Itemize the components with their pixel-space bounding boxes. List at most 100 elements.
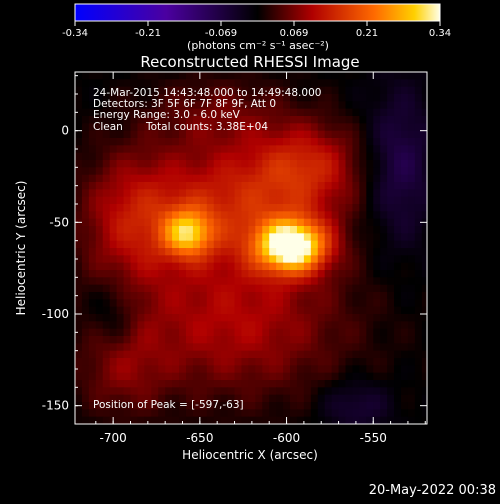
heatmap-cell <box>269 387 277 396</box>
heatmap-cell <box>310 292 319 300</box>
heatmap-cell <box>394 306 402 315</box>
heatmap-cell <box>109 160 118 168</box>
heatmap-cell <box>213 101 222 110</box>
heatmap-cell <box>241 284 249 293</box>
heatmap-cell <box>359 365 367 374</box>
heatmap-cell <box>137 174 145 183</box>
heatmap-cell <box>255 174 263 183</box>
heatmap-cell <box>276 86 284 95</box>
heatmap-cell <box>276 101 284 110</box>
heatmap-cell <box>262 380 270 388</box>
heatmap-cell <box>324 380 333 388</box>
heatmap-cell <box>338 94 347 102</box>
heatmap-cell <box>310 94 319 102</box>
heatmap-cell <box>185 123 194 132</box>
heatmap-cell <box>241 233 249 242</box>
heatmap-cell <box>130 79 139 88</box>
heatmap-cell <box>373 101 381 110</box>
heatmap-cell <box>137 277 145 286</box>
heatmap-cell <box>359 218 367 227</box>
heatmap-cell <box>394 101 402 110</box>
heatmap-cell <box>421 292 427 300</box>
heatmap-cell <box>137 116 145 124</box>
heatmap-cell <box>81 145 90 154</box>
heatmap-cell <box>366 145 374 154</box>
heatmap-cell <box>269 321 277 330</box>
heatmap-cell <box>185 409 194 418</box>
heatmap-cell <box>88 248 97 256</box>
heatmap-cell <box>75 248 83 256</box>
heatmap-cell <box>130 182 139 190</box>
heatmap-cell <box>407 86 416 95</box>
heatmap-cell <box>310 277 319 286</box>
heatmap-cell <box>324 182 333 190</box>
heatmap-cell <box>75 365 83 374</box>
heatmap-cell <box>317 358 326 366</box>
heatmap-cell <box>172 394 180 403</box>
heatmap-cell <box>407 350 416 359</box>
heatmap-cell <box>165 233 173 242</box>
heatmap-cell <box>137 343 145 352</box>
heatmap-cell <box>414 116 423 124</box>
heatmap-cell <box>310 350 319 359</box>
heatmap-cell <box>206 196 215 205</box>
heatmap-cell <box>331 116 340 124</box>
heatmap-cell <box>290 255 298 264</box>
heatmap-cell <box>303 167 312 176</box>
heatmap-cell <box>283 306 291 315</box>
heatmap-cell <box>88 233 97 242</box>
heatmap-cell <box>290 123 298 132</box>
heatmap-cell <box>345 116 354 124</box>
heatmap-cell <box>144 167 152 176</box>
heatmap-cell <box>102 123 111 132</box>
heatmap-cell <box>227 86 236 95</box>
heatmap-cell <box>192 358 201 366</box>
heatmap-cell <box>130 86 139 95</box>
heatmap-cell <box>165 189 173 198</box>
heatmap-cell <box>234 358 243 366</box>
heatmap-cell <box>220 182 229 190</box>
heatmap-cell <box>75 182 83 190</box>
heatmap-cell <box>123 358 132 366</box>
heatmap-cell <box>220 160 229 168</box>
heatmap-cell <box>283 299 291 308</box>
heatmap-cell <box>75 292 83 300</box>
heatmap-cell <box>144 380 152 388</box>
heatmap-cell <box>345 174 354 183</box>
heatmap-cell <box>220 196 229 205</box>
heatmap-cell <box>352 72 360 80</box>
heatmap-cell <box>109 226 118 234</box>
heatmap-cell <box>75 409 83 418</box>
heatmap-cell <box>158 416 166 424</box>
heatmap-cell <box>123 72 132 80</box>
heatmap-cell <box>206 336 215 344</box>
heatmap-cell <box>144 204 152 212</box>
heatmap-cell <box>373 292 381 300</box>
heatmap-cell <box>144 270 152 278</box>
heatmap-cell <box>95 174 104 183</box>
heatmap-cell <box>331 255 340 264</box>
heatmap-cell <box>137 321 145 330</box>
heatmap-cell <box>269 130 277 139</box>
heatmap-cell <box>394 116 402 124</box>
heatmap-cell <box>276 152 284 161</box>
heatmap-cell <box>158 262 166 271</box>
heatmap-cell <box>262 218 270 227</box>
heatmap-cell <box>192 226 201 234</box>
heatmap-cell <box>296 402 305 410</box>
heatmap-cell <box>303 365 312 374</box>
heatmap-cell <box>283 211 291 220</box>
heatmap-cell <box>269 145 277 154</box>
heatmap-cell <box>373 116 381 124</box>
heatmap-cell <box>227 226 236 234</box>
heatmap-cell <box>359 409 367 418</box>
heatmap-cell <box>421 336 427 344</box>
heatmap-cell <box>331 138 340 146</box>
heatmap-cell <box>345 372 354 381</box>
heatmap-cell <box>414 189 423 198</box>
heatmap-cell <box>102 343 111 352</box>
heatmap-cell <box>331 94 340 102</box>
heatmap-cell <box>227 372 236 381</box>
heatmap-cell <box>137 167 145 176</box>
heatmap-cell <box>387 299 395 308</box>
